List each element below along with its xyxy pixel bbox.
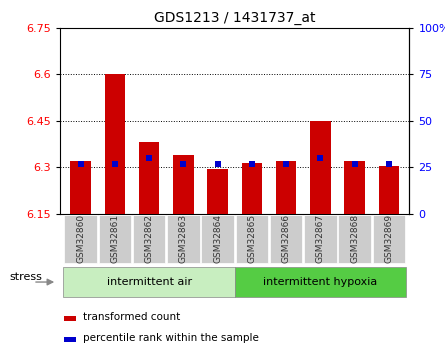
FancyBboxPatch shape [65, 215, 97, 263]
FancyBboxPatch shape [304, 215, 336, 263]
FancyBboxPatch shape [372, 215, 405, 263]
Bar [64, 316, 76, 321]
Bar [173, 155, 194, 214]
Bar [310, 121, 331, 214]
Text: GSM32866: GSM32866 [282, 214, 291, 264]
Text: GSM32863: GSM32863 [179, 214, 188, 264]
Bar [64, 337, 76, 342]
Bar [207, 169, 228, 214]
Text: GSM32862: GSM32862 [145, 214, 154, 264]
Text: intermittent hypoxia: intermittent hypoxia [263, 277, 377, 287]
FancyBboxPatch shape [270, 215, 302, 263]
FancyBboxPatch shape [235, 267, 406, 297]
Text: GSM32861: GSM32861 [110, 214, 119, 264]
FancyBboxPatch shape [235, 215, 268, 263]
Text: GSM32864: GSM32864 [213, 214, 222, 264]
FancyBboxPatch shape [167, 215, 200, 263]
FancyBboxPatch shape [99, 215, 131, 263]
Text: intermittent air: intermittent air [106, 277, 192, 287]
Bar [70, 161, 91, 214]
Text: GSM32860: GSM32860 [76, 214, 85, 264]
FancyBboxPatch shape [64, 267, 235, 297]
Bar [242, 163, 262, 214]
Text: stress: stress [9, 272, 42, 282]
Title: GDS1213 / 1431737_at: GDS1213 / 1431737_at [154, 11, 316, 25]
FancyBboxPatch shape [201, 215, 234, 263]
Bar [105, 74, 125, 214]
Text: GSM32868: GSM32868 [350, 214, 359, 264]
Text: GSM32867: GSM32867 [316, 214, 325, 264]
Text: GSM32869: GSM32869 [384, 214, 393, 264]
Text: percentile rank within the sample: percentile rank within the sample [83, 333, 259, 343]
Bar [344, 161, 365, 214]
Bar [276, 161, 296, 214]
Bar [139, 142, 159, 214]
Bar [379, 166, 399, 214]
Text: transformed count: transformed count [83, 312, 180, 322]
FancyBboxPatch shape [338, 215, 371, 263]
Text: GSM32865: GSM32865 [247, 214, 256, 264]
FancyBboxPatch shape [133, 215, 166, 263]
